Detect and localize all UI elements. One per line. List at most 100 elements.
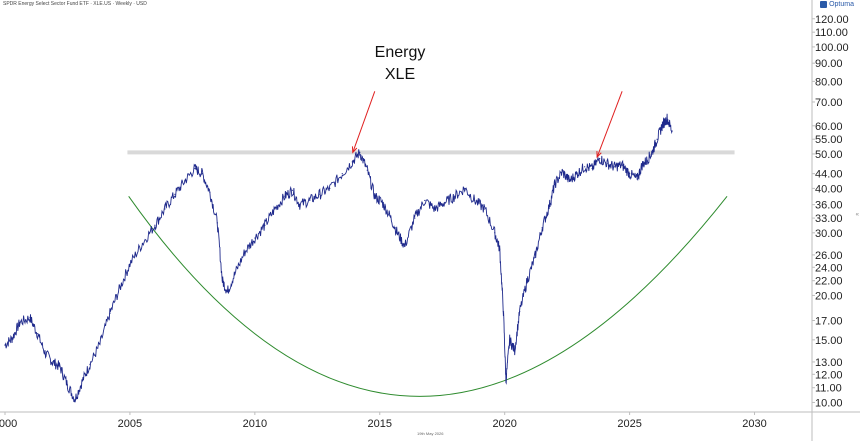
price-point [141,242,144,245]
price-point [109,312,111,315]
y-tick-label: 10.00 [815,397,843,409]
price-point [661,125,663,127]
x-tick-label: 2010 [243,418,267,430]
price-point [359,151,361,153]
price-point [209,191,211,193]
x-tick-label: 2015 [368,418,392,430]
y-tick-label: 50.00 [815,149,843,161]
price-point [234,273,236,275]
price-point [59,366,61,368]
price-point [464,187,466,189]
price-point [389,215,391,217]
price-point [606,162,608,165]
price-point [221,280,223,282]
price-point [505,380,507,382]
price-point [174,193,176,195]
price-point [66,384,69,386]
price-point [299,204,301,206]
price-point [201,173,203,175]
chart-header-label: SPDR Energy Select Sector Fund ETF · XLE… [3,1,147,7]
price-point [614,166,616,168]
price-point [319,193,321,195]
price-point [519,311,521,313]
price-point [541,227,543,229]
y-tick-label: 44.00 [815,169,843,181]
y-tick-label: 100.00 [815,42,849,54]
logo-text: Optuma [829,1,854,8]
price-point [576,173,578,175]
collapse-panel-icon[interactable]: « [855,212,859,218]
price-point [99,343,101,345]
y-tick-label: 30.00 [815,228,843,240]
price-point [4,344,6,346]
x-tick-label: 2005 [118,418,142,430]
price-point [444,201,446,204]
y-tick-label: 11.00 [815,383,842,395]
red-arrowhead-2 [596,151,602,159]
price-point [244,251,246,253]
price-point [396,232,398,234]
price-point [424,199,426,202]
y-tick-label: 120.00 [815,14,849,26]
price-point [19,321,21,323]
price-point [309,199,311,202]
price-point [341,173,343,175]
price-point [291,189,293,191]
y-tick-label: 20.00 [815,290,843,302]
price-point [561,171,563,173]
x-tick-label: 2000 [0,418,17,430]
price-point [129,263,131,265]
price-point [474,199,476,202]
price-point [44,352,46,354]
y-tick-label: 36.00 [815,200,843,212]
price-point [494,232,496,234]
y-tick-label: 22.00 [815,276,843,288]
rounded-bottom-arc [128,196,728,397]
y-tick-label: 70.00 [815,97,843,109]
y-tick-label: 13.00 [815,357,843,369]
price-point [264,224,266,226]
price-point [216,222,218,224]
y-tick-label: 90.00 [815,58,843,70]
price-point [484,208,486,210]
y-tick-label: 80.00 [815,76,843,88]
footer-date: 19th May 2026 [417,431,444,436]
price-point [329,187,331,189]
price-point [636,178,638,180]
price-point [226,291,228,293]
price-point [509,339,511,341]
price-point [621,164,623,166]
price-point [569,180,571,182]
price-point [154,224,156,226]
price-point [641,164,643,166]
price-point [51,361,54,363]
price-point [584,166,586,168]
price-point [284,195,286,197]
price-point [514,349,516,352]
price-point [274,208,276,210]
y-tick-label: 15.00 [815,335,843,347]
price-point [651,151,653,153]
price-point [656,138,658,140]
chart-title: Energy [374,44,426,61]
price-point [11,337,14,339]
price-point [184,180,186,182]
red-arrowhead-1 [351,146,358,154]
price-point [671,130,673,132]
price-point [351,161,353,163]
x-tick-label: 2020 [492,418,516,430]
y-tick-label: 55.00 [815,134,843,146]
price-point [74,398,76,400]
price-point [599,158,601,160]
price-point [549,204,551,206]
price-point [81,380,84,382]
y-tick-label: 40.00 [815,183,843,195]
price-point [374,195,376,197]
price-point [414,217,416,219]
price-point [164,208,166,210]
price-point [29,317,31,319]
price-point [404,245,406,247]
price-point [534,257,536,259]
price-point [526,280,528,282]
